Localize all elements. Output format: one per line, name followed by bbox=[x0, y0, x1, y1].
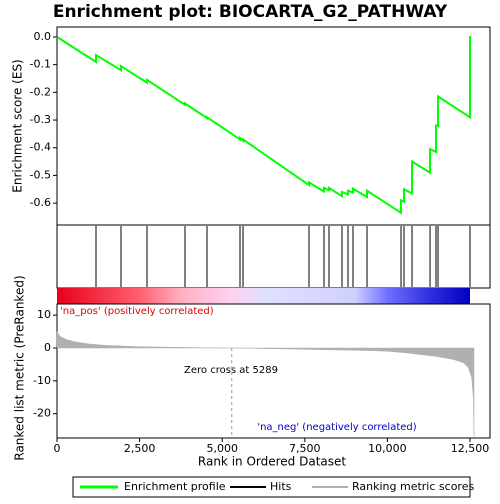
y-tick-label: 0.0 bbox=[34, 30, 52, 43]
y-tick-label: -0.3 bbox=[30, 113, 51, 126]
metric-area bbox=[56, 330, 475, 437]
color-bar bbox=[57, 288, 470, 304]
y-tick-label: -20 bbox=[33, 407, 51, 420]
x-tick-label: 10,000 bbox=[368, 442, 407, 455]
annotation: Zero cross at 5289 bbox=[184, 365, 278, 376]
y-tick-label: -0.5 bbox=[30, 168, 51, 181]
y-axis-label: Ranked list metric (PreRanked) bbox=[13, 275, 27, 460]
y-axis-label: Enrichment score (ES) bbox=[11, 59, 25, 192]
es-line bbox=[56, 36, 472, 215]
x-tick-label: 7,500 bbox=[289, 442, 321, 455]
es-panel bbox=[56, 26, 491, 226]
y-tick-label: 10 bbox=[37, 308, 51, 321]
x-tick-label: 2,500 bbox=[124, 442, 156, 455]
legend-label: Ranking metric scores bbox=[352, 480, 474, 493]
y-tick-label: -0.4 bbox=[30, 141, 51, 154]
x-tick-label: 12,500 bbox=[451, 442, 490, 455]
y-tick-label: 0 bbox=[44, 341, 51, 354]
legend-label: Enrichment profile bbox=[124, 480, 226, 493]
legend-label: Hits bbox=[270, 480, 292, 493]
chart-title: Enrichment plot: BIOCARTA_G2_PATHWAY bbox=[53, 2, 448, 22]
metric-panel bbox=[56, 303, 491, 439]
x-tick-label: 0 bbox=[54, 442, 61, 455]
annotation: 'na_pos' (positively correlated) bbox=[60, 306, 214, 317]
y-tick-label: -0.2 bbox=[30, 85, 51, 98]
x-tick-label: 5,000 bbox=[206, 442, 238, 455]
hits-panel bbox=[56, 224, 491, 289]
x-axis-label: Rank in Ordered Dataset bbox=[198, 455, 346, 469]
y-tick-label: -10 bbox=[33, 374, 51, 387]
y-tick-label: -0.6 bbox=[30, 196, 51, 209]
annotation: 'na_neg' (negatively correlated) bbox=[257, 422, 416, 433]
y-tick-label: -0.1 bbox=[30, 58, 51, 71]
legend bbox=[72, 476, 471, 498]
